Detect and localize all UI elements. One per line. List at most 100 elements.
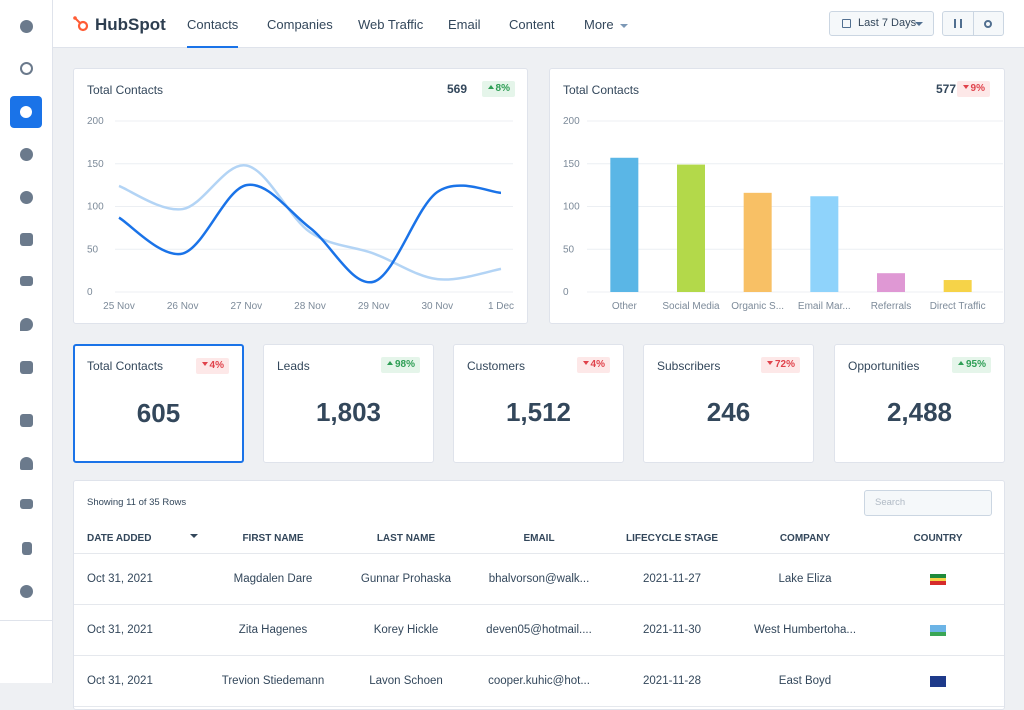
- column-header[interactable]: LIFECYCLE STAGE: [625, 533, 719, 544]
- table-cell: East Boyd: [778, 675, 832, 687]
- user-icon[interactable]: [20, 457, 33, 470]
- nav-tab[interactable]: Web Traffic: [358, 0, 423, 48]
- bar: [610, 157, 639, 292]
- row-line: [74, 706, 1004, 707]
- trend-arrow: [962, 85, 969, 89]
- x-tick-label: Referrals: [871, 301, 912, 312]
- nav-tab[interactable]: Content: [509, 0, 555, 48]
- nav-tab[interactable]: Contacts: [187, 0, 239, 48]
- kpi-card[interactable]: Leads 98% 1,803: [263, 344, 434, 463]
- kpi-card[interactable]: Opportunities 95% 2,488: [834, 344, 1005, 463]
- y-tick-label: 50: [563, 244, 575, 255]
- list-icon[interactable]: [20, 499, 33, 509]
- table-cell: Trevion Stiedemann: [221, 675, 325, 687]
- settings-icon[interactable]: [20, 585, 33, 598]
- row-line: [74, 655, 1004, 656]
- y-tick-label: 200: [87, 116, 104, 127]
- kpi-value: 246: [706, 397, 751, 427]
- kpi-label: Customers: [467, 359, 526, 373]
- bar: [743, 192, 772, 292]
- y-tick-label: 50: [87, 244, 99, 255]
- table-cell: Lavon Schoen: [369, 675, 443, 687]
- flag-stripe: [930, 577, 946, 582]
- email-icon[interactable]: [20, 276, 33, 286]
- change-badge: 4%: [576, 357, 610, 373]
- flag-stripe: [930, 574, 946, 578]
- reports-icon-active[interactable]: [10, 96, 42, 128]
- flag-stripe: [930, 632, 946, 637]
- kpi-label: Total Contacts: [87, 359, 164, 373]
- kpi-card[interactable]: Customers 4% 1,512: [453, 344, 624, 463]
- y-tick-label: 150: [87, 159, 104, 170]
- table-cell: 2021-11-27: [643, 573, 701, 585]
- chart-title: Total Contacts: [87, 83, 164, 97]
- kpi-label: Leads: [277, 359, 310, 373]
- plugin-icon[interactable]: [22, 542, 32, 555]
- line-chart-card: Total Contacts 569 8% 0 50 100 150 200 25 Nov 26 …: [73, 68, 528, 324]
- search-input[interactable]: Search: [864, 490, 992, 516]
- report-icon[interactable]: [20, 414, 33, 427]
- table-cell: Oct 31, 2021: [87, 675, 153, 687]
- change-badge: 8%: [481, 81, 515, 97]
- trend-arrow: [766, 361, 773, 365]
- x-tick-label: 25 Nov: [103, 301, 135, 312]
- search-icon[interactable]: [20, 62, 33, 75]
- date-range-label: Last 7 Days: [858, 17, 917, 29]
- bar: [677, 164, 705, 292]
- x-tick-label: 1 Dec: [488, 301, 514, 312]
- change-badge: 4%: [195, 358, 229, 374]
- dashboard-icon[interactable]: [20, 20, 33, 33]
- country-flag: [930, 625, 946, 637]
- change-badge: 72%: [760, 357, 800, 373]
- change-value: 4%: [209, 360, 224, 371]
- nav-tab[interactable]: Companies: [267, 0, 333, 48]
- date-range-button[interactable]: Last 7 Days: [829, 11, 934, 36]
- dropdown-caret: [619, 23, 628, 32]
- kpi-card[interactable]: Subscribers 72% 246: [643, 344, 814, 463]
- column-header[interactable]: COUNTRY: [913, 533, 963, 544]
- kpi-value: 1,803: [315, 397, 382, 427]
- table-cell: deven05@hotmail....: [486, 624, 592, 636]
- kpi-card[interactable]: Total Contacts 4% 605: [73, 344, 244, 463]
- chat-icon[interactable]: [20, 148, 33, 161]
- table-summary: Showing 11 of 35 Rows: [87, 497, 187, 508]
- nav-tab-label: Contacts: [187, 17, 239, 32]
- column-header[interactable]: EMAIL: [523, 533, 555, 544]
- support-icon[interactable]: [20, 191, 33, 204]
- location-icon[interactable]: [20, 318, 33, 331]
- x-tick-label: Social Media: [662, 301, 720, 312]
- column-header[interactable]: LAST NAME: [376, 533, 436, 544]
- bar-chart-card: Total Contacts 577 9% 0 50 100 150 200 Other Soci…: [549, 68, 1005, 324]
- table-cell: Oct 31, 2021: [87, 624, 153, 636]
- x-tick-label: Other: [612, 301, 638, 312]
- phone-icon[interactable]: [20, 233, 33, 246]
- table-cell: Korey Hickle: [373, 624, 439, 636]
- y-tick-label: 0: [87, 287, 93, 298]
- column-header[interactable]: COMPANY: [779, 533, 831, 544]
- nav-tab[interactable]: More: [584, 0, 628, 48]
- column-header[interactable]: FIRST NAME: [242, 533, 304, 544]
- logo-icon: [73, 16, 89, 32]
- change-value: 9%: [970, 83, 985, 94]
- table-cell: Gunnar Prohaska: [360, 573, 452, 585]
- nav-tab[interactable]: Email: [448, 0, 481, 48]
- flag-stripe: [930, 676, 946, 680]
- table-cell: bhalvorson@walk...: [488, 573, 590, 585]
- country-flag: [930, 676, 946, 688]
- table-cell: 2021-11-30: [643, 624, 701, 636]
- y-tick-label: 200: [563, 116, 580, 127]
- toolbar-buttons[interactable]: [942, 11, 1004, 36]
- nav-tab-label: Companies: [267, 17, 333, 32]
- chart-total: 577: [935, 82, 956, 96]
- column-header[interactable]: DATE ADDED: [87, 533, 152, 544]
- bar: [943, 280, 972, 292]
- change-badge: 9%: [956, 81, 990, 97]
- cart-icon[interactable]: [20, 361, 33, 374]
- x-tick-label: Organic S...: [731, 301, 784, 312]
- country-flag: [930, 574, 946, 586]
- nav-tab-label: Email: [448, 17, 481, 32]
- x-tick-label: Direct Traffic: [930, 301, 986, 312]
- x-tick-label: 28 Nov: [294, 301, 326, 312]
- bar: [810, 196, 839, 292]
